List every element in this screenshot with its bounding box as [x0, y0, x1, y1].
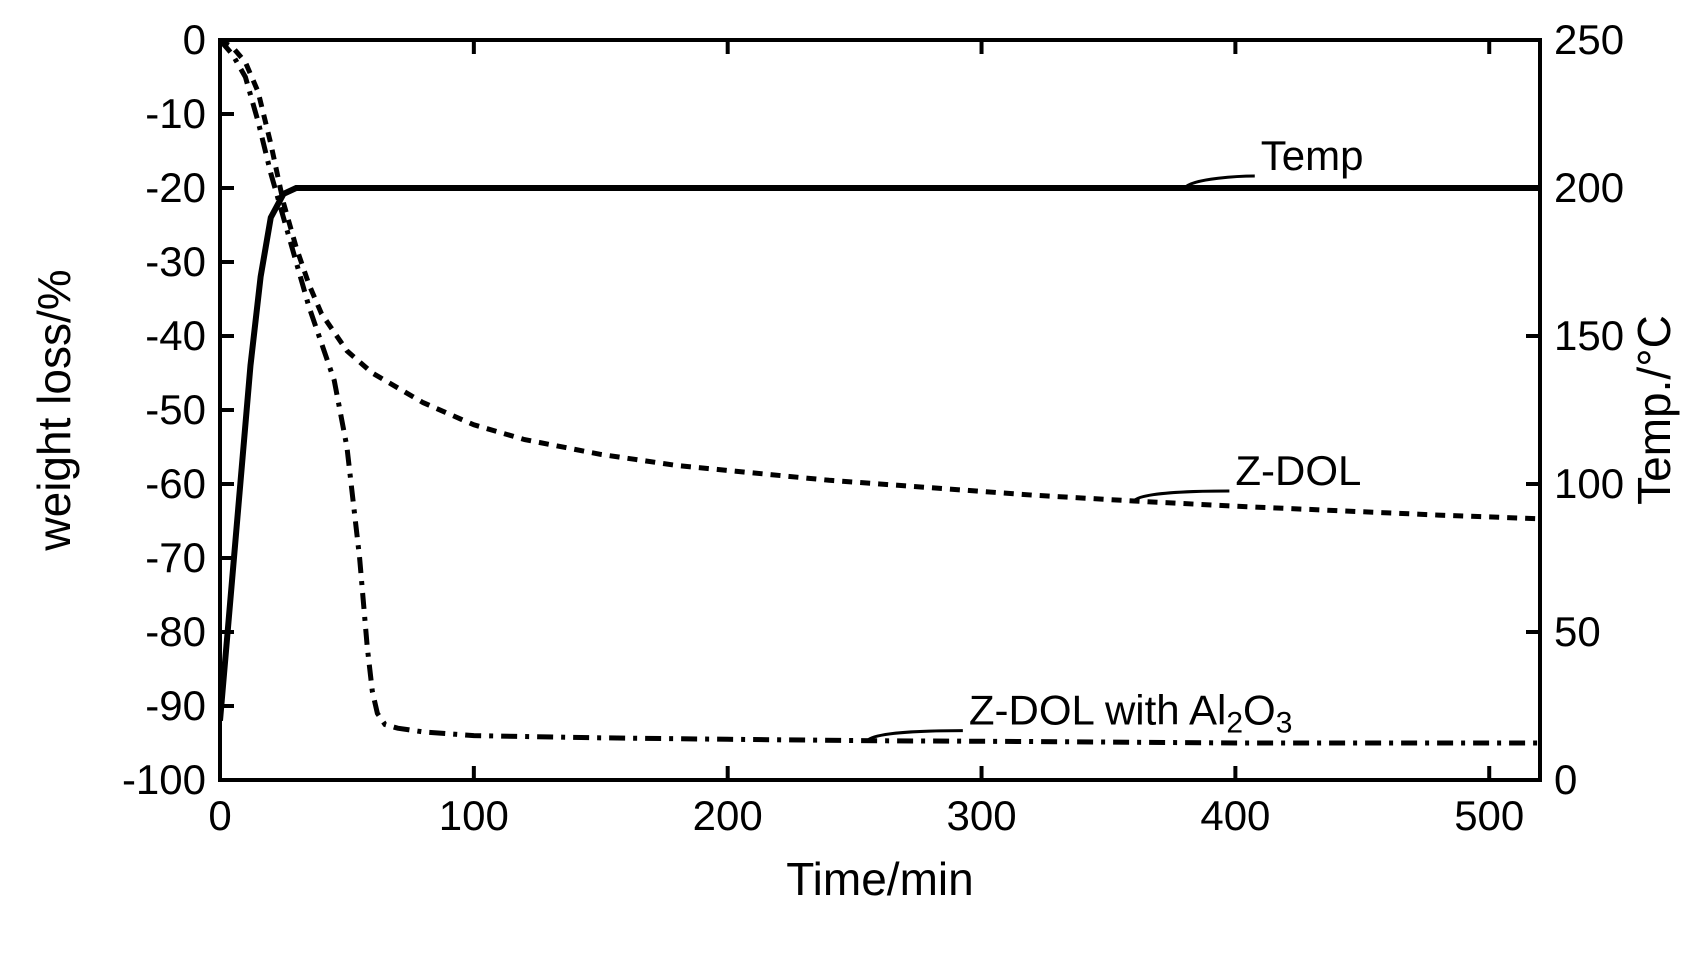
x-tick-label: 0	[208, 792, 231, 839]
yright-tick-label: 100	[1554, 460, 1624, 507]
yleft-tick-label: -20	[145, 164, 206, 211]
callout-text-zdol_al2o3: Z-DOL with Al2O3	[969, 687, 1293, 740]
yleft-tick-label: 0	[183, 16, 206, 63]
chart-svg: 0100200300400500Time/min-100-90-80-70-60…	[0, 0, 1700, 954]
yright-tick-label: 200	[1554, 164, 1624, 211]
yleft-tick-label: -50	[145, 386, 206, 433]
yright-tick-label: 50	[1554, 608, 1601, 655]
x-tick-label: 300	[946, 792, 1016, 839]
yright-tick-label: 0	[1554, 756, 1577, 803]
yleft-tick-label: -30	[145, 238, 206, 285]
yleft-tick-label: -60	[145, 460, 206, 507]
yleft-tick-label: -90	[145, 682, 206, 729]
x-tick-label: 500	[1454, 792, 1524, 839]
x-tick-label: 100	[439, 792, 509, 839]
yleft-tick-label: -80	[145, 608, 206, 655]
yleft-tick-label: -10	[145, 90, 206, 137]
x-tick-label: 200	[693, 792, 763, 839]
callout-text-zdol: Z-DOL	[1235, 447, 1361, 494]
yleft-tick-label: -100	[122, 756, 206, 803]
yright-axis-label: Temp./°C	[1628, 315, 1680, 505]
yleft-axis-label: weight loss/%	[28, 269, 80, 551]
x-axis-label: Time/min	[786, 853, 973, 905]
x-tick-label: 400	[1200, 792, 1270, 839]
chart-container: 0100200300400500Time/min-100-90-80-70-60…	[0, 0, 1700, 954]
yleft-tick-label: -70	[145, 534, 206, 581]
yleft-tick-label: -40	[145, 312, 206, 359]
yright-tick-label: 250	[1554, 16, 1624, 63]
callout-text-temp: Temp	[1261, 132, 1364, 179]
yright-tick-label: 150	[1554, 312, 1624, 359]
